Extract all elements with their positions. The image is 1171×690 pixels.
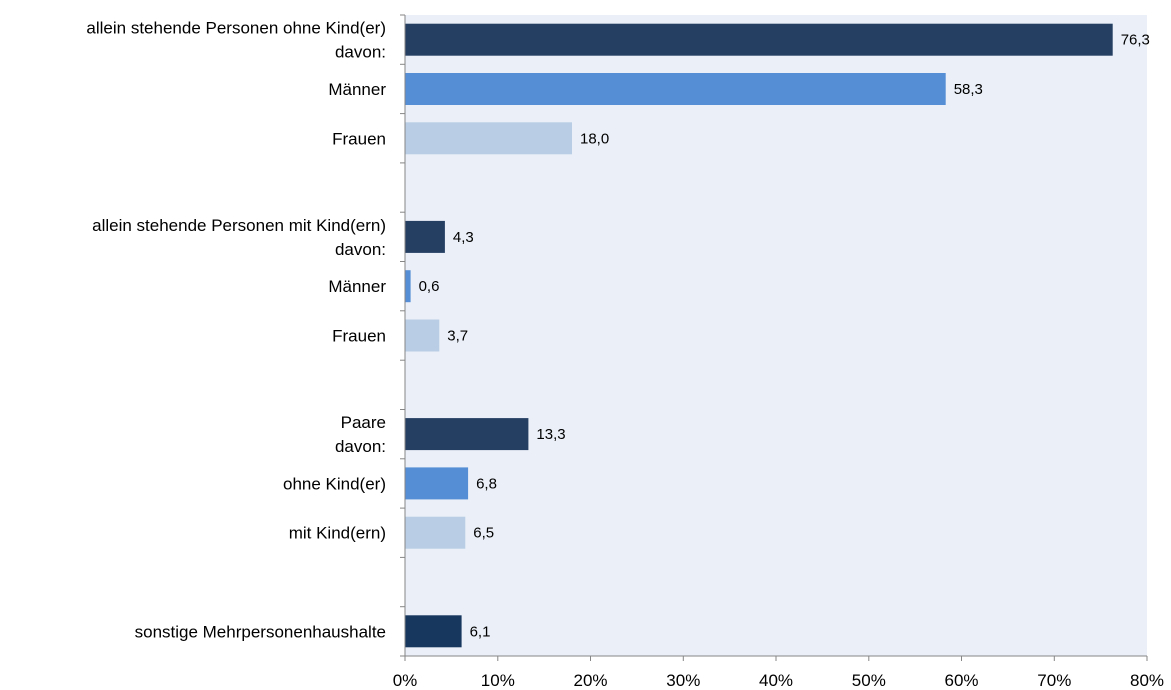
x-tick-label: 80% <box>1130 671 1164 690</box>
bar <box>405 73 946 105</box>
bar <box>405 220 445 253</box>
bar <box>405 319 440 352</box>
category-label: Paare <box>341 413 386 432</box>
x-tick-label: 70% <box>1037 671 1071 690</box>
x-tick-label: 50% <box>852 671 886 690</box>
x-tick-label: 0% <box>393 671 418 690</box>
bar <box>405 516 466 549</box>
bar <box>405 122 572 155</box>
data-label: 6,8 <box>476 475 497 492</box>
data-label: 3,7 <box>447 328 468 345</box>
x-tick-label: 60% <box>944 671 978 690</box>
x-tick-label: 40% <box>759 671 793 690</box>
category-label: mit Kind(ern) <box>289 524 386 543</box>
bar <box>405 270 411 303</box>
category-label: Männer <box>328 80 386 99</box>
category-label: Frauen <box>332 327 386 346</box>
plot-area <box>405 15 1147 656</box>
bars-group <box>405 23 1113 648</box>
data-label: 6,5 <box>473 525 494 542</box>
category-label: allein stehende Personen ohne Kind(er) <box>86 19 386 38</box>
category-label: sonstige Mehrpersonenhaushalte <box>135 622 386 641</box>
data-label: 76,3 <box>1121 32 1150 49</box>
x-tick-label: 20% <box>573 671 607 690</box>
axes-group <box>400 14 1148 661</box>
data-label: 6,1 <box>470 623 491 640</box>
data-label: 0,6 <box>419 278 440 295</box>
x-tick-label: 10% <box>481 671 515 690</box>
bar <box>405 467 469 500</box>
bar <box>405 23 1113 56</box>
bar <box>405 418 529 451</box>
category-label: allein stehende Personen mit Kind(ern) <box>92 216 386 235</box>
x-tick-label: 30% <box>666 671 700 690</box>
data-label: 4,3 <box>453 229 474 246</box>
data-label: 58,3 <box>954 81 983 98</box>
category-label: Frauen <box>332 129 386 148</box>
category-label: davon: <box>335 437 386 456</box>
data-label: 13,3 <box>536 426 565 443</box>
category-label: davon: <box>335 240 386 259</box>
labels-group: 76,3 allein stehende Personen ohne Kind(e… <box>86 19 1164 690</box>
category-label: davon: <box>335 43 386 62</box>
bar <box>405 615 462 648</box>
category-label: ohne Kind(er) <box>283 474 386 493</box>
category-label: Männer <box>328 277 386 296</box>
data-label: 18,0 <box>580 130 609 147</box>
